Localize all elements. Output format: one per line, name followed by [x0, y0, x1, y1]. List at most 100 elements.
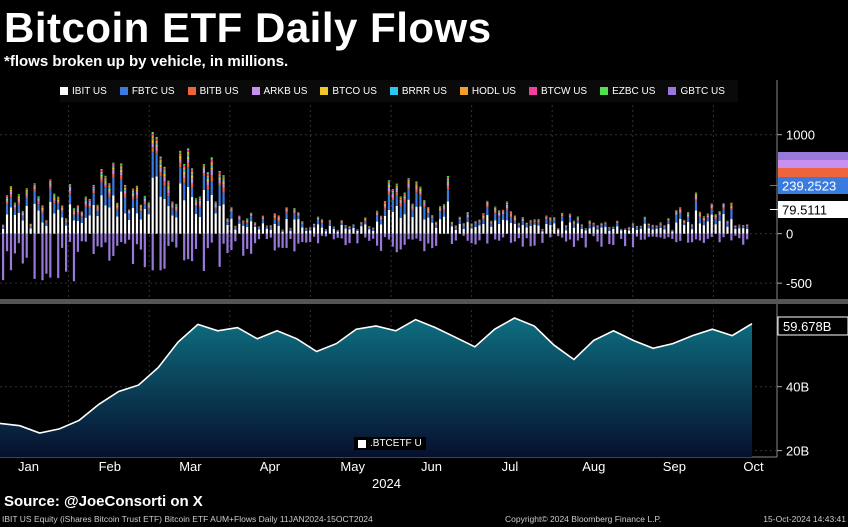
- legend-item: IBIT US: [60, 86, 107, 97]
- flow-bar-segment: [411, 206, 414, 208]
- flow-bar-segment: [730, 204, 733, 206]
- flow-bar-segment: [376, 221, 379, 234]
- flow-bar-segment: [391, 211, 394, 234]
- flow-bar-segment: [41, 207, 44, 208]
- flow-bar-segment: [210, 169, 213, 176]
- flow-bar-segment: [698, 213, 702, 215]
- flow-bar-segment: [100, 174, 103, 175]
- flow-bar-segment: [198, 207, 202, 217]
- flow-bar-segment: [155, 176, 158, 234]
- flow-bar-segment: [383, 208, 387, 216]
- flow-bar-segment: [257, 228, 261, 230]
- flow-bar-segment: [190, 197, 194, 234]
- flow-bar-segment: [92, 193, 95, 205]
- flow-bar-segment: [383, 202, 387, 204]
- flow-bar-segment: [478, 225, 481, 234]
- flow-bar-segment: [57, 204, 60, 210]
- flow-bar-segment: [202, 233, 205, 272]
- flow-bar-segment: [179, 155, 182, 157]
- flow-bar-segment: [214, 203, 217, 205]
- flow-bar-segment: [423, 201, 426, 203]
- flow-bar-segment: [68, 185, 72, 187]
- flow-bar-segment: [671, 231, 674, 234]
- flow-bar-segment: [568, 215, 572, 217]
- flow-bar-segment: [147, 203, 150, 205]
- flow-bar-segment: [568, 216, 572, 218]
- flow-bar-segment: [470, 233, 473, 244]
- flow-bar-segment: [368, 227, 371, 230]
- flow-bar-segment: [647, 224, 650, 226]
- flow-bar-segment: [135, 190, 139, 192]
- flow-bar-segment: [151, 138, 154, 141]
- flow-bar-segment: [155, 138, 158, 141]
- legend-label: IBIT US: [72, 85, 107, 97]
- flow-bar-segment: [124, 186, 127, 188]
- flow-bar-segment: [474, 233, 477, 245]
- flow-bar-segment: [187, 154, 190, 157]
- flow-bar-segment: [131, 189, 135, 191]
- flow-bar-segment: [746, 233, 749, 240]
- flow-bar-segment: [218, 172, 221, 175]
- flow-bar-segment: [222, 184, 225, 188]
- flow-bar-segment: [513, 218, 516, 221]
- flow-bar-segment: [435, 233, 438, 246]
- flow-bar-segment: [131, 207, 135, 234]
- flow-bar-segment: [112, 174, 115, 178]
- flow-bar-segment: [293, 210, 296, 212]
- flow-bar-segment: [151, 135, 154, 139]
- flow-bar-segment: [438, 209, 442, 211]
- flow-bar-segment: [651, 227, 654, 230]
- flow-bar-segment: [513, 217, 516, 218]
- flow-bar-segment: [561, 214, 564, 216]
- flow-bar-segment: [112, 165, 115, 167]
- flow-bar-segment: [671, 233, 674, 239]
- flow-bar-segment: [340, 233, 343, 239]
- flow-bar-segment: [588, 224, 591, 229]
- flow-bar-segment: [407, 179, 410, 181]
- legend-label: EZBC US: [612, 85, 656, 97]
- flow-bar-segment: [462, 228, 465, 234]
- flow-bar-segment: [356, 229, 359, 231]
- flow-bar-segment: [466, 213, 469, 215]
- flow-bar-segment: [513, 217, 516, 219]
- flow-bar-segment: [332, 229, 335, 234]
- flow-bar-segment: [17, 202, 20, 205]
- flow-bar-segment: [2, 228, 5, 234]
- flow-bar-segment: [505, 201, 509, 203]
- flow-bar-segment: [72, 214, 76, 216]
- flow-bar-segment: [482, 215, 485, 217]
- flow-bar-segment: [285, 218, 288, 234]
- flow-bar-segment: [147, 206, 150, 208]
- flow-bar-segment: [41, 212, 44, 223]
- flow-bar-segment: [423, 199, 426, 201]
- flow-bar-segment: [68, 204, 72, 234]
- flow-bar-segment: [206, 233, 209, 249]
- flow-bar-segment: [29, 226, 32, 229]
- flow-bar-segment: [399, 199, 402, 201]
- flow-bar-segment: [313, 233, 316, 237]
- flow-bar-segment: [600, 227, 603, 234]
- flow-bar-segment: [675, 210, 678, 212]
- flow-bar-segment: [466, 214, 469, 215]
- flow-bar-segment: [313, 227, 316, 234]
- flow-bar-segment: [431, 217, 434, 219]
- flow-bar-segment: [179, 183, 182, 234]
- flow-bar-segment: [33, 203, 36, 234]
- flow-bar-segment: [253, 233, 257, 244]
- flow-bar-segment: [53, 203, 56, 214]
- flow-bar-segment: [407, 233, 410, 240]
- flow-bar-segment: [608, 227, 611, 229]
- flow-bar-segment: [131, 233, 135, 265]
- flow-bar-segment: [344, 228, 347, 234]
- flow-bar-segment: [509, 212, 513, 214]
- flow-bar-segment: [694, 233, 698, 240]
- flow-bar-segment: [293, 208, 296, 210]
- flow-bar-segment: [478, 233, 481, 241]
- flow-bar-segment: [360, 223, 363, 224]
- flow-bar-segment: [49, 180, 52, 181]
- flow-bar-segment: [187, 151, 190, 155]
- flow-bar-segment: [364, 220, 367, 225]
- flow-bar-segment: [620, 228, 623, 231]
- flow-bar-segment: [442, 206, 446, 208]
- flow-bar-segment: [210, 194, 213, 234]
